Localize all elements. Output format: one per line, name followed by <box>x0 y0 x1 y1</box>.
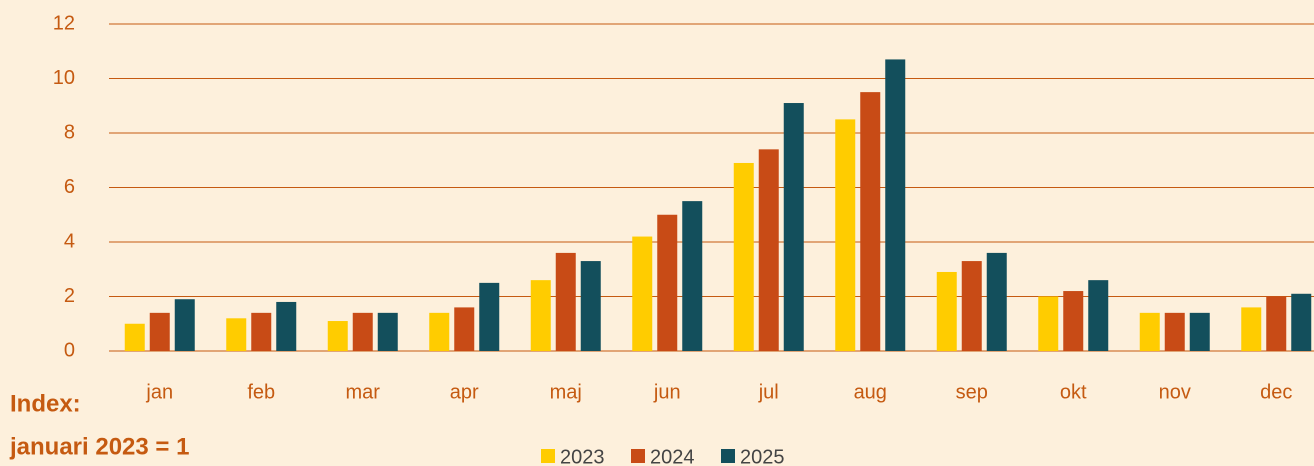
bar <box>1266 296 1287 351</box>
bar <box>1139 312 1160 351</box>
legend-swatch <box>541 449 555 463</box>
bar <box>226 318 247 351</box>
bar <box>936 271 957 351</box>
bar <box>429 312 450 351</box>
bar <box>454 307 475 351</box>
bar <box>580 261 601 351</box>
annotation: januari 2023 = 1 <box>9 433 189 460</box>
bar <box>860 92 881 351</box>
y-tick-label: 4 <box>64 230 75 252</box>
bar <box>961 261 982 351</box>
x-tick-label: maj <box>550 381 582 403</box>
bar <box>352 312 373 351</box>
x-tick-label: dec <box>1260 381 1292 403</box>
bar <box>1189 312 1210 351</box>
bar <box>657 214 678 351</box>
legend-swatch <box>631 449 645 463</box>
bar <box>174 299 195 351</box>
bar <box>632 236 653 351</box>
annotation: Index: <box>10 390 81 417</box>
y-tick-label: 8 <box>64 121 75 143</box>
x-tick-label: jan <box>145 381 173 403</box>
x-tick-label: jun <box>653 381 681 403</box>
y-tick-label: 10 <box>53 67 75 89</box>
bar <box>377 312 398 351</box>
bar <box>1088 280 1109 351</box>
x-tick-label: okt <box>1060 381 1087 403</box>
legend-label: 2024 <box>650 446 695 466</box>
bar <box>1164 312 1185 351</box>
bar <box>733 162 754 351</box>
x-tick-label: jul <box>758 381 779 403</box>
y-tick-label: 2 <box>64 285 75 307</box>
bar <box>835 119 856 351</box>
x-tick-label: aug <box>854 381 887 403</box>
bar <box>479 282 500 351</box>
legend-label: 2025 <box>740 446 785 466</box>
bar <box>682 201 703 351</box>
bar <box>1291 293 1312 351</box>
x-tick-label: nov <box>1159 381 1191 403</box>
y-tick-label: 6 <box>64 176 75 198</box>
bar <box>986 252 1007 351</box>
bar <box>758 149 779 351</box>
x-tick-label: feb <box>247 381 275 403</box>
legend-label: 2023 <box>560 446 605 466</box>
bar <box>530 280 551 351</box>
y-tick-label: 12 <box>53 12 75 34</box>
bar <box>124 323 145 351</box>
x-tick-label: mar <box>346 381 381 403</box>
bar <box>327 321 348 351</box>
bar <box>1241 307 1262 351</box>
bar <box>276 301 297 351</box>
bar <box>885 59 906 352</box>
legend-swatch <box>721 449 735 463</box>
bar <box>251 312 272 351</box>
bar <box>1038 296 1059 351</box>
x-tick-label: apr <box>450 381 479 403</box>
bar <box>783 103 804 352</box>
y-tick-label: 0 <box>64 339 75 361</box>
bar <box>555 252 576 351</box>
bar <box>149 312 170 351</box>
x-tick-label: sep <box>956 381 988 403</box>
bar <box>1063 291 1084 351</box>
